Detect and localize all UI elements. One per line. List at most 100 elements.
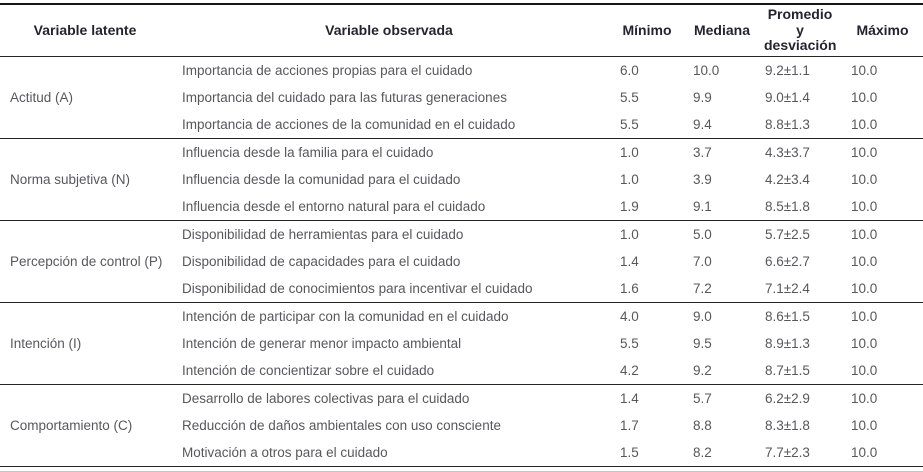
table-row: Importancia del cuidado para las futuras… <box>0 84 923 111</box>
median-value-cell: 9.9 <box>693 90 712 106</box>
table-row: Intención de generar menor impacto ambie… <box>0 330 923 357</box>
maximum-value-cell: 10.0 <box>851 418 878 434</box>
median-value-cell: 9.4 <box>686 111 758 140</box>
col-header-promedio-desviacion: Promedio y desviación <box>758 4 842 58</box>
median-value-cell: 8.2 <box>686 439 758 468</box>
mean-sd-value-cell: 6.2±2.9 <box>765 391 810 407</box>
mean-sd-value-cell: 4.2±3.4 <box>765 172 810 188</box>
observed-variable-cell: Desarrollo de labores colectivas para el… <box>182 391 470 407</box>
table-row: Comportamiento (C) Desarrollo de labores … <box>0 384 923 468</box>
minimum-value-cell: 1.9 <box>608 193 686 222</box>
observed-variable-cell: Reducción de daños ambientales con uso c… <box>182 418 501 434</box>
mean-sd-value-cell: 8.8±1.3 <box>758 111 842 140</box>
table-row: Intención (I) Intención de participar con… <box>0 302 923 386</box>
mean-sd-value-cell: 7.1±2.4 <box>758 275 842 304</box>
mean-sd-value-cell: 8.9±1.3 <box>765 336 810 352</box>
latent-variable-cell: Comportamiento (C) <box>0 384 170 468</box>
mean-sd-value-cell: 5.7±2.5 <box>765 227 810 243</box>
mean-sd-value-cell: 8.5±1.8 <box>758 193 842 222</box>
mean-sd-value-cell: 9.2±1.1 <box>765 63 810 79</box>
minimum-value-cell: 5.5 <box>620 336 639 352</box>
observed-variable-cell: Influencia desde el entorno natural para… <box>170 193 608 222</box>
header-row: Variable latente Variable observada Míni… <box>0 4 923 58</box>
observed-variable-cell: Importancia del cuidado para las futuras… <box>182 90 507 106</box>
table-row: Influencia desde el entorno natural para… <box>0 193 923 222</box>
maximum-value-cell: 10.0 <box>842 111 923 140</box>
maximum-value-cell: 10.0 <box>842 439 923 468</box>
median-value-cell: 5.0 <box>693 227 712 243</box>
median-value-cell: 7.0 <box>693 254 712 270</box>
col-header-minimo: Mínimo <box>608 4 686 58</box>
col-header-maximo: Máximo <box>842 4 923 58</box>
minimum-value-cell: 1.4 <box>620 254 639 270</box>
minimum-value-cell: 1.7 <box>620 418 639 434</box>
col-header-variable-observada: Variable observada <box>170 4 608 58</box>
table-row: Motivación a otros para el cuidado 1.5 8.2… <box>0 439 923 468</box>
observed-variable-cell: Intención de participar con la comunidad… <box>182 309 509 325</box>
median-value-cell: 7.2 <box>686 275 758 304</box>
minimum-value-cell: 4.0 <box>620 309 639 325</box>
minimum-value-cell: 4.2 <box>608 357 686 386</box>
mean-sd-value-cell: 8.3±1.8 <box>765 418 810 434</box>
mean-sd-value-cell: 8.7±1.5 <box>758 357 842 386</box>
table-row: Intención de concientizar sobre el cuida… <box>0 357 923 386</box>
descriptive-statistics-table: Variable latente Variable observada Míni… <box>0 3 923 468</box>
mean-sd-value-cell: 7.7±2.3 <box>758 439 842 468</box>
mean-sd-value-cell: 8.6±1.5 <box>765 309 810 325</box>
observed-variable-cell: Influencia desde la familia para el cuid… <box>182 145 434 161</box>
median-value-cell: 3.9 <box>693 172 712 188</box>
median-value-cell: 5.7 <box>693 391 712 407</box>
table-row: Disponibilidad de conocimientos para inc… <box>0 275 923 304</box>
maximum-value-cell: 10.0 <box>851 254 878 270</box>
observed-variable-cell: Motivación a otros para el cuidado <box>170 439 608 468</box>
observed-variable-cell: Intención de concientizar sobre el cuida… <box>170 357 608 386</box>
maximum-value-cell: 10.0 <box>851 145 878 161</box>
maximum-value-cell: 10.0 <box>851 172 878 188</box>
minimum-value-cell: 5.5 <box>620 90 639 106</box>
table-row: Disponibilidad de capacidades para el cu… <box>0 248 923 275</box>
median-value-cell: 3.7 <box>693 145 712 161</box>
col-header-variable-latente: Variable latente <box>0 4 170 58</box>
observed-variable-cell: Importancia de acciones propias para el … <box>182 63 473 79</box>
observed-variable-cell: Influencia desde la comunidad para el cu… <box>182 172 461 188</box>
median-value-cell: 9.2 <box>686 357 758 386</box>
table-row: Influencia desde la comunidad para el cu… <box>0 166 923 193</box>
mean-sd-value-cell: 9.0±1.4 <box>765 90 810 106</box>
minimum-value-cell: 1.0 <box>620 172 639 188</box>
table-row: Reducción de daños ambientales con uso c… <box>0 412 923 439</box>
median-value-cell: 9.0 <box>693 309 712 325</box>
maximum-value-cell: 10.0 <box>851 90 878 106</box>
minimum-value-cell: 1.4 <box>620 391 639 407</box>
maximum-value-cell: 10.0 <box>851 391 878 407</box>
median-value-cell: 8.8 <box>693 418 712 434</box>
maximum-value-cell: 10.0 <box>842 275 923 304</box>
latent-variable-cell: Intención (I) <box>0 302 170 386</box>
minimum-value-cell: 1.0 <box>620 145 639 161</box>
table-row: Importancia de acciones de la comunidad … <box>0 111 923 140</box>
latent-variable-cell: Norma subjetiva (N) <box>0 138 170 222</box>
latent-variable-cell: Percepción de control (P) <box>0 220 170 304</box>
minimum-value-cell: 6.0 <box>620 63 639 79</box>
mean-sd-value-cell: 4.3±3.7 <box>765 145 810 161</box>
maximum-value-cell: 10.0 <box>842 357 923 386</box>
table-row: Percepción de control (P) Disponibilidad … <box>0 220 923 304</box>
observed-variable-cell: Disponibilidad de herramientas para el c… <box>182 227 464 243</box>
col-header-mediana: Mediana <box>686 4 758 58</box>
table-row: Actitud (A) Importancia de acciones propi… <box>0 56 923 140</box>
mean-sd-value-cell: 6.6±2.7 <box>765 254 810 270</box>
maximum-value-cell: 10.0 <box>851 336 878 352</box>
minimum-value-cell: 1.0 <box>620 227 639 243</box>
maximum-value-cell: 10.0 <box>851 309 878 325</box>
observed-variable-cell: Importancia de acciones de la comunidad … <box>170 111 608 140</box>
minimum-value-cell: 5.5 <box>608 111 686 140</box>
median-value-cell: 10.0 <box>693 63 720 79</box>
observed-variable-cell: Intención de generar menor impacto ambie… <box>182 336 462 352</box>
median-value-cell: 9.1 <box>686 193 758 222</box>
observed-variable-cell: Disponibilidad de conocimientos para inc… <box>170 275 608 304</box>
median-value-cell: 9.5 <box>693 336 712 352</box>
maximum-value-cell: 10.0 <box>851 227 878 243</box>
table-body: Actitud (A) Importancia de acciones propi… <box>0 56 923 468</box>
table-row: Norma subjetiva (N) Influencia desde la f… <box>0 138 923 222</box>
observed-variable-cell: Disponibilidad de capacidades para el cu… <box>182 254 461 270</box>
